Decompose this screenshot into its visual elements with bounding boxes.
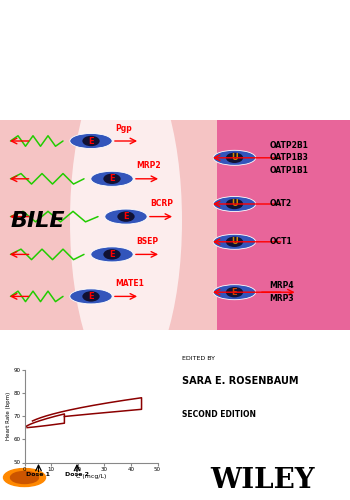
Text: with: with (20, 454, 29, 458)
Ellipse shape (91, 247, 133, 262)
Text: Website: Website (16, 465, 33, 469)
Ellipse shape (82, 291, 100, 302)
Ellipse shape (213, 234, 256, 250)
Text: BASIC: BASIC (14, 14, 126, 48)
Text: E: E (109, 250, 115, 259)
Ellipse shape (70, 134, 112, 148)
Bar (217, 120, 350, 330)
Ellipse shape (213, 150, 256, 166)
Bar (0, 120, 217, 330)
Ellipse shape (117, 212, 135, 222)
Text: SARA E. ROSENBAUM: SARA E. ROSENBAUM (182, 376, 299, 386)
Text: E: E (232, 288, 237, 296)
Ellipse shape (213, 196, 256, 212)
Text: BCRP: BCRP (150, 199, 174, 208)
Text: BSEP: BSEP (136, 237, 159, 246)
Text: PHARMACODYNAMICS: PHARMACODYNAMICS (14, 82, 289, 102)
Ellipse shape (70, 53, 182, 389)
Text: EDITED BY: EDITED BY (182, 356, 215, 361)
Ellipse shape (91, 172, 133, 186)
Text: OATP2B1: OATP2B1 (270, 140, 308, 149)
Text: OCT1: OCT1 (270, 238, 292, 246)
Ellipse shape (70, 289, 112, 304)
Text: E: E (88, 136, 94, 145)
Text: E: E (109, 174, 115, 184)
Text: MRP2: MRP2 (136, 162, 161, 170)
Text: OATP1B1: OATP1B1 (270, 166, 308, 175)
Text: BILE: BILE (10, 211, 65, 231)
Text: WILEY: WILEY (210, 467, 315, 494)
Text: U: U (231, 238, 238, 246)
Text: MRP4: MRP4 (270, 282, 294, 290)
Circle shape (10, 472, 38, 484)
Ellipse shape (82, 136, 100, 146)
Text: AN INTEGRATED TEXTBOOK AND COMPUTER SIMULATIONS: AN INTEGRATED TEXTBOOK AND COMPUTER SIMU… (49, 336, 301, 344)
Text: E: E (88, 292, 94, 301)
Ellipse shape (226, 236, 243, 247)
Text: MATE1: MATE1 (116, 279, 144, 288)
Text: MRP3: MRP3 (270, 294, 294, 303)
Text: U: U (231, 200, 238, 208)
Ellipse shape (213, 284, 256, 300)
Text: SECOND EDITION: SECOND EDITION (182, 410, 256, 419)
Text: Pgp: Pgp (116, 124, 132, 132)
Text: OAT2: OAT2 (270, 200, 292, 208)
Text: E: E (123, 212, 129, 221)
Ellipse shape (226, 152, 243, 163)
Ellipse shape (226, 287, 243, 298)
Ellipse shape (105, 209, 147, 224)
Text: PHARMACOKINETICS AND: PHARMACOKINETICS AND (14, 48, 335, 68)
Ellipse shape (103, 174, 121, 184)
Ellipse shape (226, 199, 243, 209)
Text: OATP1B3: OATP1B3 (270, 154, 308, 162)
Ellipse shape (103, 249, 121, 260)
Text: Dose 1: Dose 1 (27, 472, 50, 478)
Text: U: U (231, 154, 238, 162)
Text: Dose 2: Dose 2 (65, 472, 89, 478)
Circle shape (4, 468, 46, 486)
X-axis label: C (mcg/L): C (mcg/L) (76, 474, 106, 480)
Y-axis label: Heart Rate (bpm): Heart Rate (bpm) (6, 392, 10, 440)
